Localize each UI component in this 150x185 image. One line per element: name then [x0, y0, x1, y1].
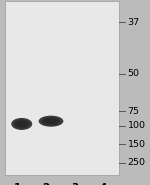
Text: 1: 1 [14, 183, 21, 185]
Text: 100: 100 [128, 121, 146, 130]
Text: 50: 50 [128, 70, 140, 78]
Text: 75: 75 [128, 107, 140, 115]
Text: 4: 4 [99, 183, 106, 185]
Ellipse shape [16, 121, 27, 127]
Ellipse shape [45, 118, 57, 124]
Bar [4, 1, 118, 175]
Text: 37: 37 [128, 18, 140, 27]
Text: 250: 250 [128, 158, 146, 167]
Ellipse shape [11, 118, 32, 130]
Ellipse shape [14, 120, 30, 128]
Ellipse shape [42, 117, 60, 125]
Text: 2: 2 [42, 183, 49, 185]
Ellipse shape [39, 116, 63, 127]
Text: 150: 150 [128, 140, 146, 149]
Text: 3: 3 [71, 183, 79, 185]
